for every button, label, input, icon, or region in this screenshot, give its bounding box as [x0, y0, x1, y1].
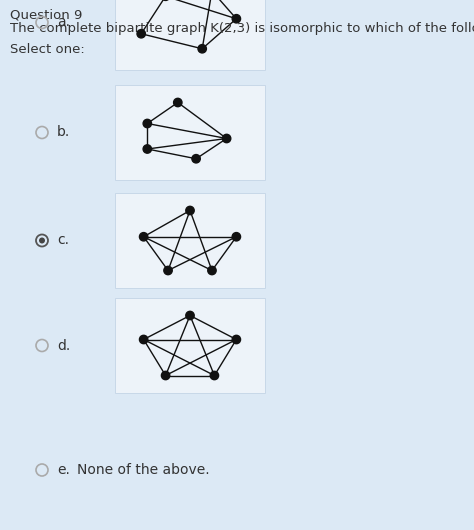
Circle shape: [162, 372, 170, 379]
FancyBboxPatch shape: [115, 85, 265, 180]
Text: Select one:: Select one:: [10, 43, 85, 56]
Text: a.: a.: [57, 15, 70, 30]
Circle shape: [232, 335, 241, 343]
Circle shape: [208, 266, 216, 275]
Circle shape: [198, 45, 206, 53]
Circle shape: [186, 311, 194, 320]
Text: e.: e.: [57, 463, 70, 477]
Circle shape: [139, 233, 148, 241]
Text: b.: b.: [57, 126, 70, 139]
FancyBboxPatch shape: [115, 298, 265, 393]
Circle shape: [39, 237, 45, 243]
Circle shape: [192, 155, 201, 163]
Circle shape: [139, 335, 148, 343]
Circle shape: [164, 266, 172, 275]
Circle shape: [210, 372, 219, 379]
Text: The complete bipartite graph K(2,3) is isomorphic to which of the following?: The complete bipartite graph K(2,3) is i…: [10, 22, 474, 35]
Text: None of the above.: None of the above.: [77, 463, 210, 477]
FancyBboxPatch shape: [115, 0, 265, 70]
Circle shape: [173, 98, 182, 107]
Text: c.: c.: [57, 234, 69, 248]
Circle shape: [222, 134, 231, 143]
Circle shape: [143, 119, 152, 128]
Circle shape: [137, 30, 146, 38]
Circle shape: [186, 206, 194, 215]
Circle shape: [232, 233, 241, 241]
FancyBboxPatch shape: [115, 193, 265, 288]
Circle shape: [232, 14, 241, 23]
Text: d.: d.: [57, 339, 70, 352]
Text: Question 9: Question 9: [10, 8, 82, 21]
Circle shape: [143, 145, 152, 153]
